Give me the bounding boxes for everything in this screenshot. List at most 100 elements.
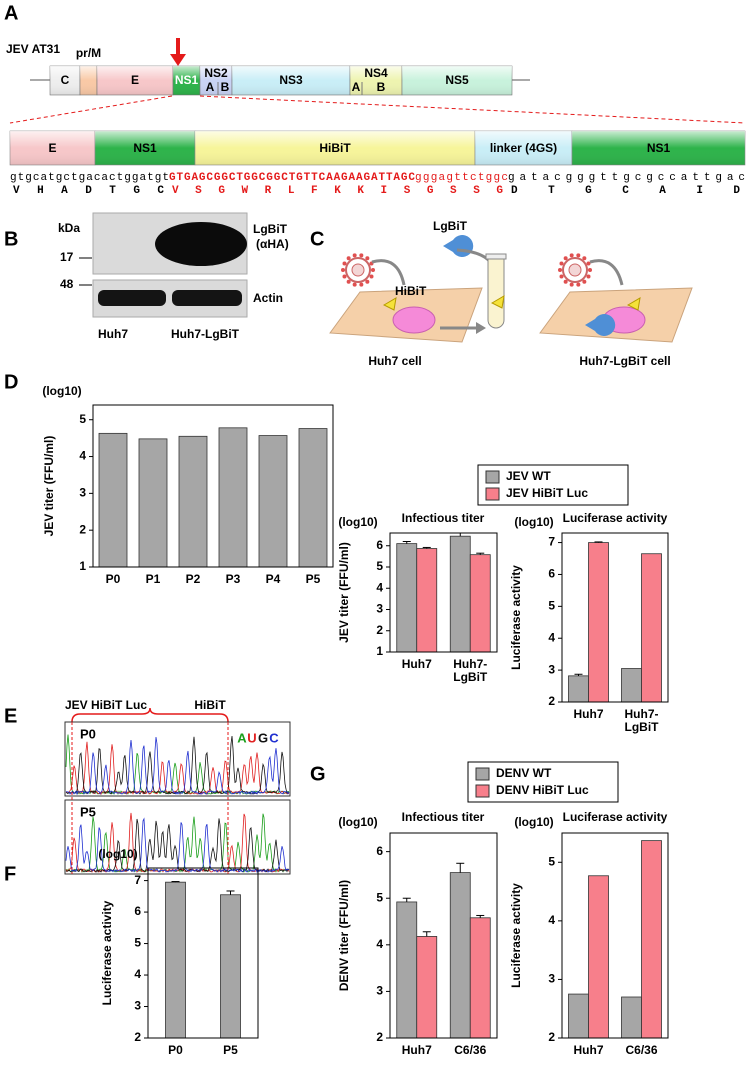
lane-label: Huh7 bbox=[98, 327, 128, 341]
virus-spike bbox=[342, 274, 347, 279]
y-axis-label: Luciferase activity bbox=[100, 900, 114, 1005]
x-tick-label-box: P0 bbox=[168, 1044, 183, 1057]
virus-spike bbox=[558, 268, 562, 272]
y-tick-label: 7 bbox=[548, 535, 555, 549]
bar bbox=[449, 535, 471, 653]
hibit bbox=[490, 295, 505, 309]
subsegment-label: A bbox=[206, 80, 215, 94]
bar bbox=[449, 872, 471, 1039]
chart-title: Infectious titer bbox=[402, 511, 485, 525]
x-tick-label-box: P1 bbox=[146, 573, 161, 586]
x-tick-label-box: P4 bbox=[265, 573, 281, 586]
y-tick-label: 3 bbox=[548, 972, 555, 986]
virus-spike bbox=[359, 282, 364, 287]
x-tick-label: Huh7 bbox=[401, 658, 432, 671]
plot-frame bbox=[561, 832, 669, 1039]
y-axis-label: DENV titer (FFU/ml) bbox=[337, 880, 351, 991]
nucleotide-sequence: gggagttctggc bbox=[415, 172, 508, 184]
y-tick-label: 2 bbox=[376, 623, 383, 637]
y-tick-label: 2 bbox=[376, 1030, 383, 1044]
x-tick-label: C6/36 bbox=[454, 1044, 487, 1057]
bar bbox=[298, 428, 328, 568]
y-unit: (log10) bbox=[98, 847, 137, 861]
plot-frame bbox=[147, 867, 259, 1039]
y-tick-label: 2 bbox=[548, 694, 555, 708]
bar bbox=[588, 542, 609, 703]
virus-core bbox=[351, 263, 365, 277]
x-tick-label: Huh7- LgBiT bbox=[624, 708, 659, 734]
legend-box bbox=[467, 761, 619, 803]
x-tick-label-box: Huh7 bbox=[402, 1044, 432, 1057]
x-tick-label: P0 bbox=[105, 573, 121, 586]
legend-label: JEV HiBiT Luc bbox=[506, 486, 588, 500]
band-label: (αHA) bbox=[256, 237, 289, 251]
y-tick-label: 3 bbox=[376, 602, 383, 616]
segment-gloss bbox=[232, 66, 350, 95]
base-label: C bbox=[269, 730, 279, 745]
segment-gloss bbox=[402, 66, 512, 95]
x-tick-label: C6/36 bbox=[625, 1044, 658, 1057]
bar bbox=[416, 936, 438, 1039]
segment-gloss bbox=[173, 66, 200, 95]
sample-label: P0 bbox=[80, 726, 96, 741]
bar bbox=[469, 917, 491, 1039]
x-tick-label: P2 bbox=[185, 573, 201, 586]
subsegment-label: B bbox=[377, 80, 386, 94]
y-tick-label: 6 bbox=[134, 904, 141, 918]
trace bbox=[65, 736, 290, 796]
segment-label: C bbox=[61, 73, 70, 87]
bar bbox=[178, 435, 208, 568]
chart-title: Luciferase activity bbox=[563, 810, 668, 824]
band-label: LgBiT bbox=[253, 222, 288, 236]
x-tick-label-box: P5 bbox=[306, 573, 321, 586]
virus-spike bbox=[346, 256, 351, 261]
x-tick-label: P0 bbox=[168, 1044, 183, 1057]
y-unit: (log10) bbox=[514, 815, 553, 829]
segment-gloss bbox=[95, 131, 195, 165]
bar bbox=[568, 675, 589, 703]
y-tick-label: 4 bbox=[79, 449, 86, 463]
y-tick-label: 3 bbox=[79, 486, 86, 500]
y-axis-label: JEV titer (FFU/ml) bbox=[337, 542, 351, 643]
bar bbox=[98, 432, 128, 568]
segment-label: E bbox=[131, 73, 139, 87]
y-unit: (log10) bbox=[338, 815, 377, 829]
segment-label: NS3 bbox=[279, 73, 303, 87]
subsegment-label: B bbox=[221, 80, 230, 94]
region-label: HiBiT bbox=[194, 698, 226, 712]
x-tick-label-box: Huh7- LgBiT bbox=[624, 708, 659, 734]
legend-label: JEV WT bbox=[506, 469, 551, 483]
virus-spike bbox=[569, 253, 574, 258]
legend-swatch bbox=[485, 470, 500, 484]
y-tick-label: 6 bbox=[376, 844, 383, 858]
nucleotide-sequence: gatacgggttgcgccattgac bbox=[508, 172, 745, 184]
y-tick-label: 6 bbox=[548, 567, 555, 581]
band-label: Actin bbox=[253, 291, 283, 305]
virus-core bbox=[568, 263, 582, 277]
trace bbox=[66, 818, 290, 873]
x-tick-label: P4 bbox=[265, 573, 281, 586]
plot-frame bbox=[92, 404, 334, 568]
virus-spike bbox=[563, 279, 568, 284]
x-tick-label: P3 bbox=[225, 573, 241, 586]
scheme-label: LgBiT bbox=[433, 219, 468, 233]
x-tick-label-box: Huh7 bbox=[574, 708, 604, 721]
hibit bbox=[382, 297, 397, 311]
legend-label: DENV HiBiT Luc bbox=[496, 783, 589, 797]
x-tick-label-box: P2 bbox=[185, 573, 201, 586]
insert-label: linker (4GS) bbox=[490, 141, 557, 155]
nucleotide-sequence: GTGAGCGGCTGGCGGCTGTTCAAGAAGATTAGC bbox=[169, 172, 415, 184]
marker-label: 48 bbox=[60, 277, 74, 291]
lgbit bbox=[585, 314, 616, 336]
bar bbox=[621, 668, 642, 703]
construct-label: JEV HiBiT Luc bbox=[65, 698, 147, 712]
legend-swatch bbox=[485, 487, 500, 501]
y-tick-label: 1 bbox=[376, 644, 383, 658]
segment-gloss bbox=[97, 66, 173, 95]
plot-frame bbox=[561, 532, 669, 703]
marker-label: 17 bbox=[60, 250, 74, 264]
y-tick-label: 4 bbox=[548, 913, 555, 927]
y-tick-label: 4 bbox=[376, 580, 383, 594]
legend-box bbox=[477, 464, 629, 506]
